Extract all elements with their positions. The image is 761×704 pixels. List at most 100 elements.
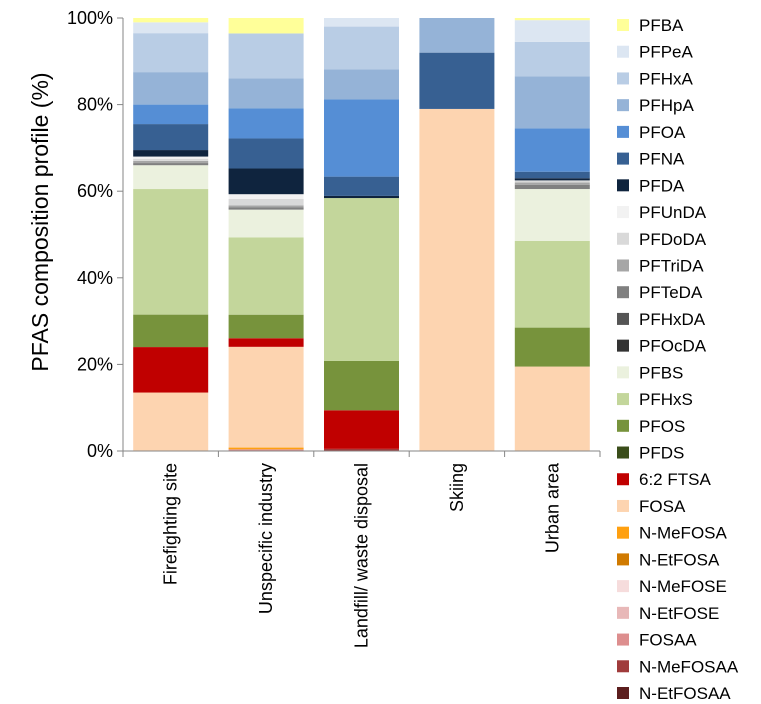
bar-segment (228, 209, 304, 238)
legend-label: PFPeA (639, 43, 694, 62)
bar-segment (228, 314, 304, 339)
category-label: Unspecific industry (256, 463, 276, 614)
legend-label: 6:2 FTSA (639, 470, 711, 489)
legend-label: PFBS (639, 363, 683, 382)
legend-swatch (617, 419, 629, 432)
bar-segment (324, 448, 399, 451)
bar-segment (133, 33, 209, 73)
bar-segment (228, 237, 304, 315)
legend-swatch (617, 393, 629, 406)
bar-segment (419, 52, 495, 109)
bar-segment (133, 160, 209, 164)
legend-label: N-EtFOSAA (639, 684, 731, 703)
bar-segment (324, 195, 399, 199)
legend-label: N-EtFOSE (639, 604, 719, 623)
legend-swatch (617, 473, 629, 486)
bar-segment (133, 347, 209, 393)
bar-segment (228, 346, 304, 448)
legend-swatch (617, 687, 629, 699)
bar-segment (228, 449, 304, 451)
legend-label: PFHxA (639, 69, 694, 88)
legend-swatch (617, 633, 629, 646)
y-axis-ticks: 0% 20% 40% 60% 80% 100% (67, 8, 123, 461)
legend-label: N-MeFOSA (639, 524, 728, 543)
bar-segment (133, 124, 209, 151)
bar-segment (514, 327, 590, 367)
bar-segment (133, 22, 209, 34)
legend-label: PFHpA (639, 96, 694, 115)
bar-segment (228, 108, 304, 139)
legend-swatch (617, 259, 629, 272)
axes (122, 18, 601, 457)
bar-segment (324, 176, 399, 196)
legend-swatch (617, 72, 629, 85)
category-label: Skiing (447, 463, 467, 512)
bar-segment (514, 184, 590, 190)
bar-segment (133, 165, 209, 190)
bar-segment (514, 180, 590, 183)
bar-segment (514, 178, 590, 181)
legend-swatch (617, 499, 629, 512)
y-tick-label: 60% (77, 181, 113, 201)
legend-swatch (617, 125, 629, 138)
bar-segment (133, 18, 209, 23)
y-tick-label: 100% (67, 8, 113, 28)
bar-segment (324, 99, 399, 177)
bar-segment (133, 163, 209, 166)
bar-segment (133, 314, 209, 348)
bar-segment (133, 150, 209, 157)
legend-label: PFBA (639, 16, 684, 35)
bar-segment (228, 194, 304, 199)
legend-label: PFOcDA (639, 337, 707, 356)
legend-swatch (617, 339, 629, 352)
bar-segment (133, 189, 209, 315)
legend-swatch (617, 660, 629, 673)
legend-label: PFDoDA (639, 230, 707, 249)
bar-segment (133, 104, 209, 125)
bar-segment (228, 338, 304, 347)
legend-swatch (617, 446, 629, 459)
legend-swatch (617, 526, 629, 539)
bar-segment (514, 41, 590, 77)
category-label: Landfill/ waste disposal (352, 463, 372, 648)
legend-swatch (617, 152, 629, 165)
bar-segment (133, 158, 209, 161)
legend-swatch (617, 312, 629, 325)
bar-segment (514, 366, 590, 451)
bar-segment (514, 189, 590, 241)
bar-segment (514, 76, 590, 129)
bar-segment (324, 18, 399, 27)
legend-swatch (617, 606, 629, 619)
legend-label: FOSAA (639, 631, 697, 650)
legend-label: N-EtFOSA (639, 550, 720, 569)
y-tick-label: 80% (77, 95, 113, 115)
bar-segment (228, 33, 304, 79)
bar-segment (324, 410, 399, 449)
legend-swatch (617, 99, 629, 112)
legend-label: N-MeFOSAA (639, 657, 739, 676)
y-tick-label: 0% (87, 441, 113, 461)
bar-segment (514, 182, 590, 185)
legend-label: FOSA (639, 497, 686, 516)
category-label: Firefighting site (161, 463, 181, 585)
y-tick-label: 20% (77, 354, 113, 374)
bar-segment (228, 447, 304, 450)
legend-label: PFUnDA (639, 203, 707, 222)
legend-swatch (617, 232, 629, 245)
legend-label: PFTriDA (639, 256, 704, 275)
y-axis-title: PFAS composition profile (%) (27, 72, 53, 371)
legend-label: PFHxS (639, 390, 693, 409)
category-label: Urban area (542, 462, 562, 553)
legend-swatch (617, 580, 629, 593)
legend-label: N-MeFOSE (639, 577, 727, 596)
bar-segment (228, 168, 304, 195)
bar-segment (419, 108, 495, 452)
legend-label: PFOS (639, 417, 685, 436)
bar-segment (324, 69, 399, 100)
bar-segment (133, 392, 209, 451)
bar-segment (324, 26, 399, 70)
legend-swatch (617, 366, 629, 379)
bar-segment (228, 207, 304, 210)
bar-segment (324, 360, 399, 411)
